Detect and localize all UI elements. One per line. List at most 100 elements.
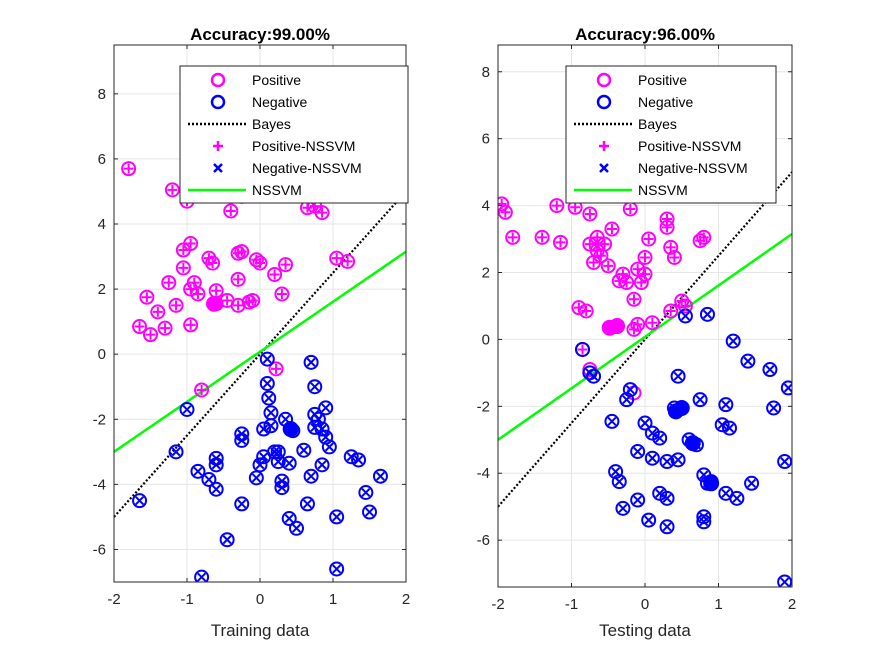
data-point-negative-nssvm	[622, 395, 632, 405]
data-point-negative	[575, 341, 591, 357]
data-point-negative-nssvm	[211, 460, 221, 470]
y-tick-label: 8	[482, 64, 490, 81]
data-point-positive	[205, 255, 221, 271]
data-point-negative	[208, 481, 224, 497]
data-point-positive-nssvm	[280, 259, 291, 270]
data-point-negative-nssvm	[662, 493, 672, 503]
data-point-positive-nssvm	[592, 245, 603, 256]
data-point-negative-nssvm	[332, 512, 342, 522]
data-point-negative-nssvm	[259, 452, 269, 462]
data-point-positive	[696, 229, 712, 245]
data-point-positive-nssvm	[152, 306, 163, 317]
data-point-positive-nssvm	[606, 224, 617, 235]
data-point-negative-nssvm	[266, 408, 276, 418]
x-tick-label: -2	[491, 596, 504, 613]
data-point-positive-nssvm	[302, 202, 313, 213]
data-point-negative	[659, 490, 675, 506]
data-point-negative-nssvm	[273, 447, 283, 457]
data-point-negative	[666, 400, 682, 416]
data-point-negative-nssvm	[346, 452, 356, 462]
series-line-nssvm	[498, 233, 792, 441]
data-point-positive	[644, 315, 660, 331]
data-point-positive	[692, 233, 708, 249]
data-point-positive	[268, 361, 284, 377]
data-point-positive-nssvm	[500, 207, 511, 218]
legend-label: Positive	[252, 72, 301, 88]
data-point-negative	[766, 400, 782, 416]
data-point-negative	[692, 392, 708, 408]
legend-label: NSSVM	[638, 182, 688, 198]
data-point-positive-nssvm	[255, 258, 265, 269]
data-point-negative	[194, 569, 210, 582]
data-point-positive-nssvm	[577, 344, 588, 355]
data-point-positive	[150, 304, 166, 320]
data-point-positive	[157, 320, 173, 336]
legend-label: Positive	[638, 72, 687, 88]
series-line-bayes	[114, 190, 406, 518]
y-tick-label: -2	[93, 411, 106, 428]
data-point-positive-nssvm	[640, 252, 650, 263]
data-point-negative-nssvm	[618, 503, 628, 513]
x-tick-label: -1	[565, 596, 578, 613]
data-point-negative	[281, 511, 297, 527]
data-point-positive	[641, 231, 657, 247]
data-point-negative	[343, 449, 359, 465]
data-point-positive-nssvm	[163, 277, 174, 288]
data-point-negative	[259, 351, 275, 367]
y-tick-label: 0	[482, 331, 490, 348]
data-point-negative-nssvm	[273, 457, 283, 467]
data-point-positive-nssvm	[614, 275, 625, 286]
data-point-positive-nssvm	[680, 300, 691, 311]
data-point-negative-nssvm	[222, 535, 232, 545]
data-point-negative-nssvm	[259, 424, 269, 434]
data-point-positive	[278, 257, 294, 273]
data-point-negative	[261, 390, 277, 406]
data-point-positive-nssvm	[621, 277, 632, 288]
data-point-negative	[729, 490, 745, 506]
y-tick-label: 4	[98, 216, 106, 233]
data-point-negative	[630, 492, 646, 508]
data-point-positive-nssvm	[236, 246, 247, 257]
data-point-negative-nssvm	[644, 515, 654, 525]
data-point-negative-nssvm	[197, 572, 207, 582]
data-point-negative-nssvm	[211, 453, 221, 463]
data-point-negative-nssvm	[299, 445, 309, 455]
data-point-negative-nssvm	[717, 420, 727, 430]
data-point-positive-nssvm	[573, 302, 584, 313]
data-point-positive	[633, 275, 649, 291]
x-tick-label: 0	[256, 591, 264, 608]
data-point-positive	[600, 258, 616, 274]
data-point-positive	[663, 239, 679, 255]
data-point-negative-nssvm	[699, 517, 709, 527]
data-point-positive-nssvm	[271, 363, 282, 374]
data-point-negative	[718, 397, 734, 413]
data-point-negative-nssvm	[743, 356, 753, 366]
data-point-negative-nssvm	[647, 453, 657, 463]
data-point-negative-nssvm	[732, 493, 742, 503]
data-point-negative-nssvm	[721, 488, 731, 498]
training-panel: Accuracy:99.00% Training data -2 -1 0 1 2 -6 -…	[93, 25, 411, 640]
data-point-positive-nssvm	[331, 253, 342, 264]
data-point-positive	[223, 203, 239, 219]
data-point-positive	[534, 229, 550, 245]
testing-panel: Accuracy:96.00% Testing data -2 -1 0 1 2 -6 -4…	[477, 25, 797, 640]
y-tick-label: 0	[98, 346, 106, 363]
y-tick-label: 2	[482, 265, 490, 282]
legend-label: Negative-NSSVM	[252, 160, 362, 176]
data-point-negative	[168, 444, 184, 460]
data-point-negative-nssvm	[633, 495, 643, 505]
data-point-negative	[299, 496, 315, 512]
data-point-positive-nssvm	[167, 184, 178, 195]
data-point-positive-nssvm	[595, 250, 606, 261]
legend-label: Negative-NSSVM	[638, 160, 748, 176]
legend-symbol	[210, 94, 226, 110]
data-point-positive-nssvm	[617, 269, 628, 280]
data-point-positive-nssvm	[196, 384, 207, 395]
data-point-positive-nssvm	[269, 269, 280, 280]
data-point-negative-nssvm	[364, 507, 375, 517]
data-point-negative	[722, 420, 738, 436]
data-point-negative-nssvm	[211, 484, 221, 494]
data-point-negative-nssvm	[611, 467, 621, 477]
training-chart-title: Accuracy:99.00%	[190, 25, 330, 44]
